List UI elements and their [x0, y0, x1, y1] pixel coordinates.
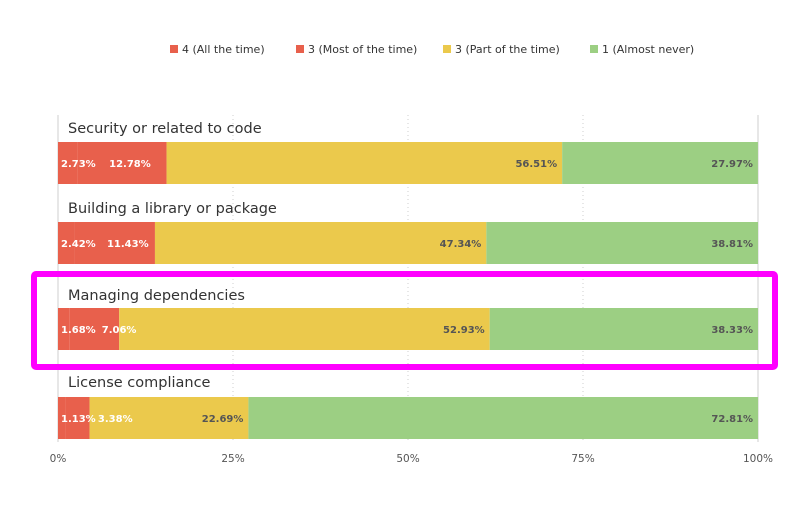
legend-label: 1 (Almost never) [602, 43, 694, 56]
data-label: 7.06% [102, 325, 137, 336]
bar-segment [489, 308, 758, 350]
bar-segment [248, 397, 759, 439]
data-label: 38.33% [711, 325, 753, 336]
bar-segment [89, 397, 249, 439]
legend: 4 (All the time) 3 (Most of the time) 3 (P… [170, 43, 694, 56]
data-label: 47.34% [440, 239, 482, 250]
bar-segment [65, 397, 90, 439]
bar-segment [74, 222, 155, 264]
category-label: License compliance [68, 375, 211, 391]
data-label: 2.42% [61, 239, 96, 250]
bar-segment [486, 222, 758, 264]
legend-label: 3 (Most of the time) [308, 43, 417, 56]
x-tick-label: 100% [743, 453, 773, 465]
x-tick-label: 75% [571, 453, 594, 465]
x-tick-label: 50% [396, 453, 419, 465]
data-label: 38.81% [711, 239, 753, 250]
x-tick-label: 25% [221, 453, 244, 465]
legend-label: 3 (Part of the time) [455, 43, 560, 56]
category-label: Security or related to code [68, 121, 262, 137]
data-label: 27.97% [711, 159, 753, 170]
highlight-box [31, 271, 778, 370]
bar-segment [58, 222, 75, 264]
legend-swatch [170, 45, 178, 53]
data-label: 12.78% [109, 159, 151, 170]
bar-segment [58, 397, 66, 439]
bar-segment [58, 142, 78, 184]
highlight-rectangle [31, 271, 778, 370]
data-label: 56.51% [515, 159, 557, 170]
category-label: Building a library or package [68, 201, 277, 217]
bar-segment [562, 142, 758, 184]
data-label: 22.69% [202, 414, 244, 425]
x-tick-label: 0% [50, 453, 67, 465]
bar-segment [166, 142, 563, 184]
bars: 2.73% 12.78% 56.51% 27.97% 2.42% 11.43% 47.34%… [58, 142, 759, 439]
data-label: 72.81% [711, 414, 753, 425]
data-label: 52.93% [443, 325, 485, 336]
data-label: 1.13% [61, 414, 96, 425]
bar-segment [119, 308, 490, 350]
bar-segment [77, 142, 167, 184]
data-label: 2.73% [61, 159, 96, 170]
bar-segment [154, 222, 487, 264]
category-label: Managing dependencies [68, 288, 245, 304]
legend-swatch [590, 45, 598, 53]
legend-label: 4 (All the time) [182, 43, 265, 56]
data-label: 3.38% [98, 414, 133, 425]
x-axis-ticks: 0% 25% 50% 75% 100% [50, 453, 773, 465]
legend-swatch [443, 45, 451, 53]
data-label: 1.68% [61, 325, 96, 336]
bar-segment [58, 308, 70, 350]
legend-swatch [296, 45, 304, 53]
data-label: 11.43% [107, 239, 149, 250]
bar-segment [69, 308, 120, 350]
category-labels: Security or related to code Building a li… [68, 121, 277, 391]
